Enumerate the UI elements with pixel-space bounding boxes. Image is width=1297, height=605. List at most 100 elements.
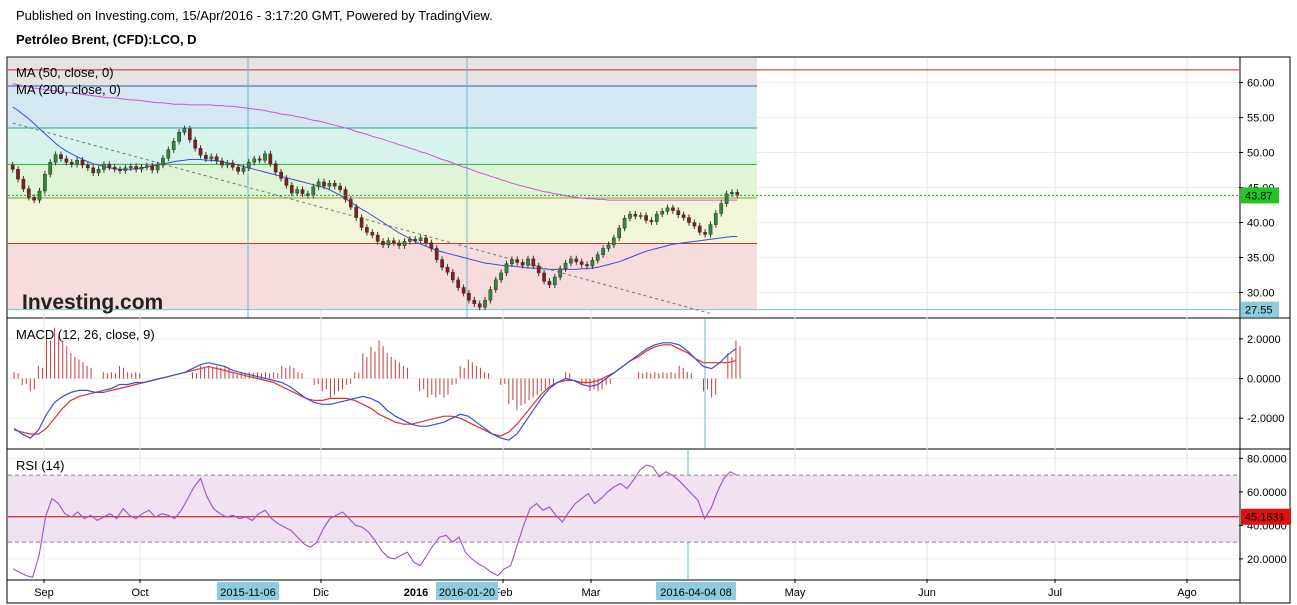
- candle-body[interactable]: [365, 227, 369, 233]
- candle-body[interactable]: [649, 220, 654, 223]
- candle-body[interactable]: [585, 264, 589, 267]
- candle-body[interactable]: [391, 240, 396, 244]
- candle-body[interactable]: [91, 167, 96, 174]
- candle-body[interactable]: [59, 154, 63, 160]
- candle-body[interactable]: [332, 183, 337, 187]
- candle-body[interactable]: [43, 173, 47, 192]
- candle-body[interactable]: [703, 232, 707, 235]
- candle-body[interactable]: [252, 158, 257, 163]
- candle-body[interactable]: [483, 299, 487, 308]
- candle-body[interactable]: [408, 239, 412, 242]
- candle-body[interactable]: [198, 148, 203, 156]
- candle-body[interactable]: [177, 131, 181, 142]
- candle-body[interactable]: [488, 289, 493, 301]
- candle-body[interactable]: [295, 189, 300, 194]
- candle-body[interactable]: [402, 241, 407, 246]
- candle-body[interactable]: [322, 181, 326, 187]
- candle-body[interactable]: [515, 259, 520, 263]
- candle-body[interactable]: [531, 258, 536, 267]
- candle-body[interactable]: [386, 240, 391, 246]
- candle-body[interactable]: [279, 171, 283, 179]
- candle-body[interactable]: [171, 141, 176, 150]
- candle-body[interactable]: [118, 169, 122, 171]
- candle-body[interactable]: [418, 237, 423, 241]
- candle-body[interactable]: [69, 162, 74, 165]
- candle-body[interactable]: [467, 292, 471, 301]
- candle-body[interactable]: [155, 164, 160, 171]
- candle-body[interactable]: [692, 222, 697, 227]
- candle-body[interactable]: [644, 215, 648, 221]
- candle-body[interactable]: [617, 227, 622, 239]
- candle-body[interactable]: [187, 128, 192, 141]
- candle-body[interactable]: [21, 178, 26, 190]
- candle-body[interactable]: [80, 159, 85, 166]
- candle-body[interactable]: [204, 155, 208, 160]
- candle-body[interactable]: [424, 237, 428, 244]
- candle-body[interactable]: [284, 178, 289, 186]
- candle-body[interactable]: [381, 241, 385, 246]
- candle-body[interactable]: [660, 211, 665, 215]
- candle-body[interactable]: [150, 165, 155, 171]
- candle-body[interactable]: [123, 167, 128, 171]
- candle-body[interactable]: [311, 186, 316, 196]
- candle-body[interactable]: [316, 181, 321, 188]
- candle-body[interactable]: [139, 166, 144, 170]
- candle-body[interactable]: [520, 262, 525, 266]
- candle-body[interactable]: [536, 265, 541, 274]
- candle-body[interactable]: [359, 217, 364, 228]
- candle-body[interactable]: [665, 207, 670, 212]
- candle-body[interactable]: [445, 267, 450, 273]
- candle-body[interactable]: [26, 188, 31, 198]
- candle-body[interactable]: [128, 166, 133, 169]
- candle-body[interactable]: [504, 263, 509, 274]
- candle-body[interactable]: [708, 224, 713, 235]
- candle-body[interactable]: [542, 272, 546, 282]
- rsi-pane[interactable]: [8, 464, 1239, 578]
- candle-body[interactable]: [306, 193, 310, 196]
- candle-body[interactable]: [230, 162, 235, 168]
- candle-body[interactable]: [354, 206, 359, 218]
- candle-body[interactable]: [654, 213, 659, 223]
- candle-body[interactable]: [397, 242, 401, 246]
- candle-body[interactable]: [112, 166, 117, 170]
- candle-body[interactable]: [724, 193, 729, 204]
- candle-body[interactable]: [611, 237, 616, 246]
- candle-body[interactable]: [214, 156, 219, 162]
- candle-body[interactable]: [10, 164, 15, 170]
- candle-body[interactable]: [263, 153, 267, 161]
- candle-body[interactable]: [526, 258, 530, 266]
- candle-body[interactable]: [107, 164, 112, 168]
- candle-body[interactable]: [75, 159, 79, 165]
- candle-body[interactable]: [456, 279, 461, 288]
- candle-body[interactable]: [268, 153, 273, 164]
- candle-body[interactable]: [16, 169, 20, 180]
- candle-body[interactable]: [472, 299, 477, 304]
- candle-body[interactable]: [64, 158, 69, 163]
- candle-body[interactable]: [450, 271, 455, 281]
- candle-body[interactable]: [622, 218, 627, 229]
- candle-body[interactable]: [327, 183, 332, 187]
- candle-body[interactable]: [300, 189, 305, 195]
- candle-body[interactable]: [182, 128, 187, 133]
- candle-body[interactable]: [569, 258, 573, 264]
- candle-body[interactable]: [590, 260, 595, 267]
- candle-body[interactable]: [343, 189, 348, 200]
- candle-body[interactable]: [628, 213, 632, 219]
- candle-body[interactable]: [461, 287, 466, 294]
- candle-body[interactable]: [563, 262, 568, 269]
- macd-pane[interactable]: [13, 327, 741, 441]
- candle-body[interactable]: [96, 169, 101, 174]
- candle-body[interactable]: [429, 242, 434, 249]
- candle-body[interactable]: [477, 303, 482, 308]
- candle-body[interactable]: [225, 162, 230, 166]
- candle-body[interactable]: [579, 261, 584, 265]
- candle-body[interactable]: [161, 157, 165, 166]
- candle-body[interactable]: [440, 259, 444, 268]
- candle-body[interactable]: [102, 164, 106, 170]
- candle-body[interactable]: [145, 165, 149, 168]
- candle-body[interactable]: [85, 164, 90, 169]
- candle-body[interactable]: [638, 215, 643, 217]
- candle-body[interactable]: [719, 203, 724, 214]
- candle-body[interactable]: [510, 259, 514, 265]
